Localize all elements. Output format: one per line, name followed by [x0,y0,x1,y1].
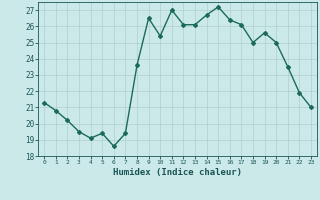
X-axis label: Humidex (Indice chaleur): Humidex (Indice chaleur) [113,168,242,177]
